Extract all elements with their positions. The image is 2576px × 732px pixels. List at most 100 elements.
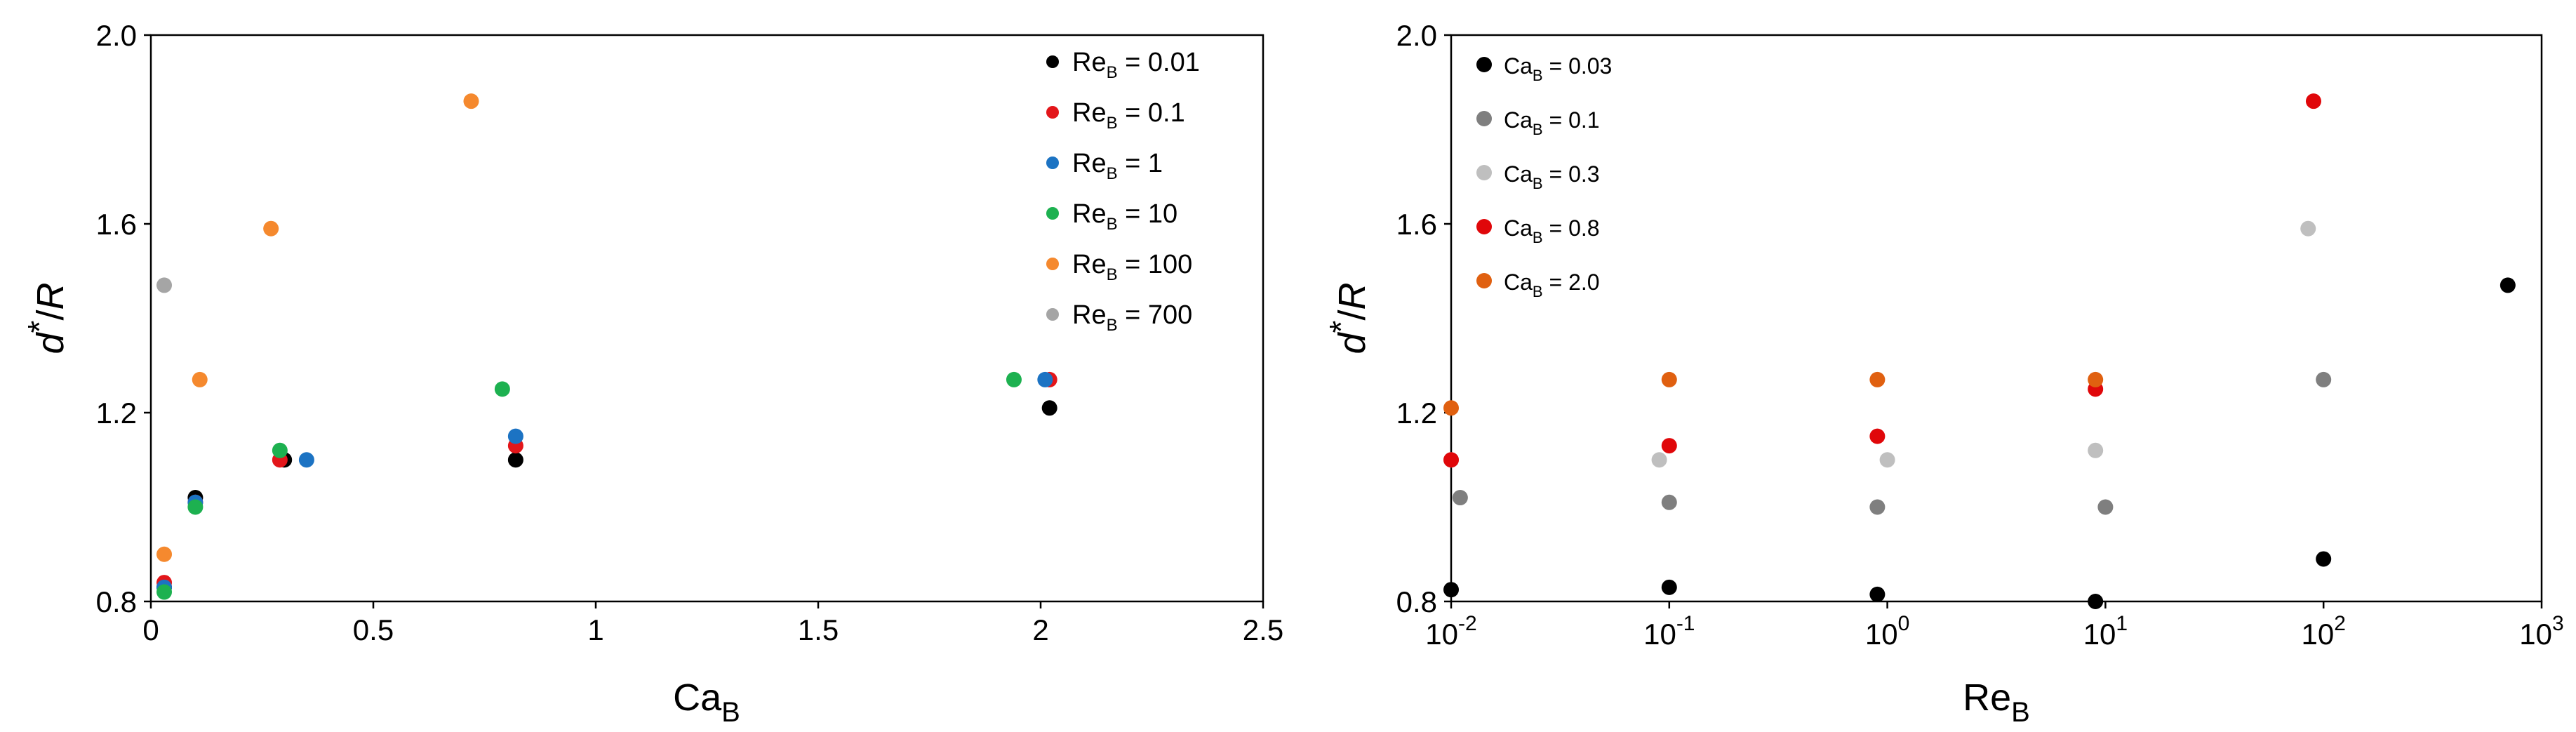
legend-marker xyxy=(1046,258,1059,270)
legend-label-subscript: B xyxy=(1107,316,1118,335)
x-tick-base: 10 xyxy=(1643,618,1676,651)
legend-label-subscript: B xyxy=(1533,121,1543,138)
x-tick-exponent: -2 xyxy=(1458,612,1477,635)
data-point xyxy=(1006,371,1022,387)
data-point xyxy=(2300,220,2316,237)
x-tick-base: 10 xyxy=(2301,618,2334,651)
series-3 xyxy=(156,371,1053,595)
legend-marker xyxy=(1046,157,1059,169)
legend-label-subscript: B xyxy=(1107,114,1118,133)
data-point xyxy=(192,371,208,387)
x-tick-label: 1 xyxy=(587,613,603,646)
legend-label-main: Ca xyxy=(1504,161,1533,187)
data-point xyxy=(1041,400,1057,416)
y-tick-label: 1.2 xyxy=(96,397,137,430)
legend-marker xyxy=(1476,219,1492,234)
legend-label: ReB = 0.1 xyxy=(1072,98,1185,133)
series-2 xyxy=(1452,371,2332,515)
series-2 xyxy=(156,371,1057,591)
series-5 xyxy=(1443,371,2104,416)
legend-label-value: = 0.1 xyxy=(1118,98,1185,128)
legend-label-value: = 2.0 xyxy=(1543,269,1600,295)
chart-right-re-vs-d: 10-2 10-1 100 101 102 1030.81.21.62.0ReBd*/RC… xyxy=(1323,19,2564,728)
x-tick-exponent: 0 xyxy=(1898,612,1910,635)
legend-label: CaB = 0.03 xyxy=(1504,53,1612,84)
y-axis-title-r: R xyxy=(29,283,72,310)
x-tick-label: 0.5 xyxy=(353,613,394,646)
legend-label-value: = 1 xyxy=(1118,149,1163,178)
legend-label: ReB = 0.01 xyxy=(1072,48,1200,82)
data-point xyxy=(1443,452,1459,468)
y-axis-title-d: d xyxy=(1331,331,1373,354)
legend-marker xyxy=(1476,57,1492,72)
legend-label: CaB = 0.3 xyxy=(1504,161,1600,192)
data-point xyxy=(1037,371,1053,387)
data-point xyxy=(1661,579,1677,595)
data-point xyxy=(187,499,203,515)
series-1 xyxy=(1443,277,2516,609)
data-point xyxy=(1869,428,1886,444)
legend-marker xyxy=(1476,273,1492,288)
x-axis-title-main: Ca xyxy=(673,677,722,719)
legend-label-main: Re xyxy=(1072,149,1107,178)
data-point xyxy=(2316,371,2332,387)
x-tick-label: 10-1 xyxy=(1643,612,1695,651)
y-axis-title-slash: / xyxy=(1331,310,1373,321)
legend-marker xyxy=(1046,106,1059,119)
x-tick-label: 10-2 xyxy=(1425,612,1476,651)
y-axis-title-star: * xyxy=(21,320,58,333)
x-axis-title: CaB xyxy=(673,677,740,728)
x-tick-label: 0 xyxy=(142,613,159,646)
y-axis-title-d: d xyxy=(29,331,72,354)
legend-label-main: Ca xyxy=(1504,215,1533,241)
legend-label-value: = 100 xyxy=(1118,250,1193,279)
x-tick-base: 10 xyxy=(2083,618,2116,651)
y-tick-label: 2.0 xyxy=(1396,19,1437,52)
x-tick-base: 10 xyxy=(1425,618,1458,651)
x-axis-title-subscript: B xyxy=(721,697,740,728)
legend-label: ReB = 100 xyxy=(1072,250,1192,284)
data-point xyxy=(2305,93,2321,109)
y-tick-label: 0.8 xyxy=(96,585,137,618)
data-point xyxy=(156,584,173,600)
series-5 xyxy=(156,93,479,562)
y-axis-title-star: * xyxy=(1323,320,1359,333)
legend-label-main: Ca xyxy=(1504,107,1533,133)
legend-marker xyxy=(1476,165,1492,180)
legend-marker xyxy=(1046,55,1059,68)
legend-label: ReB = 10 xyxy=(1072,199,1177,234)
x-tick-label: 2.5 xyxy=(1243,613,1283,646)
data-point xyxy=(494,381,510,397)
data-point xyxy=(2088,594,2104,609)
data-point xyxy=(1661,494,1677,510)
data-point xyxy=(156,546,173,562)
x-tick-label: 100 xyxy=(1865,612,1909,651)
legend-marker xyxy=(1046,207,1059,220)
data-point xyxy=(507,428,523,444)
x-tick-label: 102 xyxy=(2301,612,2345,651)
legend-label-main: Ca xyxy=(1504,269,1533,295)
x-tick-base: 10 xyxy=(1865,618,1898,651)
legend-label-main: Re xyxy=(1072,48,1107,77)
legend-label-value: = 0.3 xyxy=(1543,161,1600,187)
legend-label-value: = 10 xyxy=(1118,199,1178,229)
data-point xyxy=(2500,277,2516,293)
data-point xyxy=(156,277,173,293)
y-axis-title-r: R xyxy=(1331,283,1373,310)
plot-frame xyxy=(1450,34,2543,603)
series-6 xyxy=(156,277,173,293)
x-tick-label: 2 xyxy=(1032,613,1048,646)
x-tick-exponent: -1 xyxy=(1676,612,1695,635)
data-point xyxy=(1869,371,1886,387)
legend-label-subscript: B xyxy=(1533,175,1543,192)
data-point xyxy=(1869,586,1886,602)
legend-label-subscript: B xyxy=(1107,215,1118,234)
legend-label-main: Re xyxy=(1072,250,1107,279)
data-point xyxy=(1869,499,1886,515)
legend-label: CaB = 2.0 xyxy=(1504,269,1600,300)
data-point xyxy=(263,220,279,237)
